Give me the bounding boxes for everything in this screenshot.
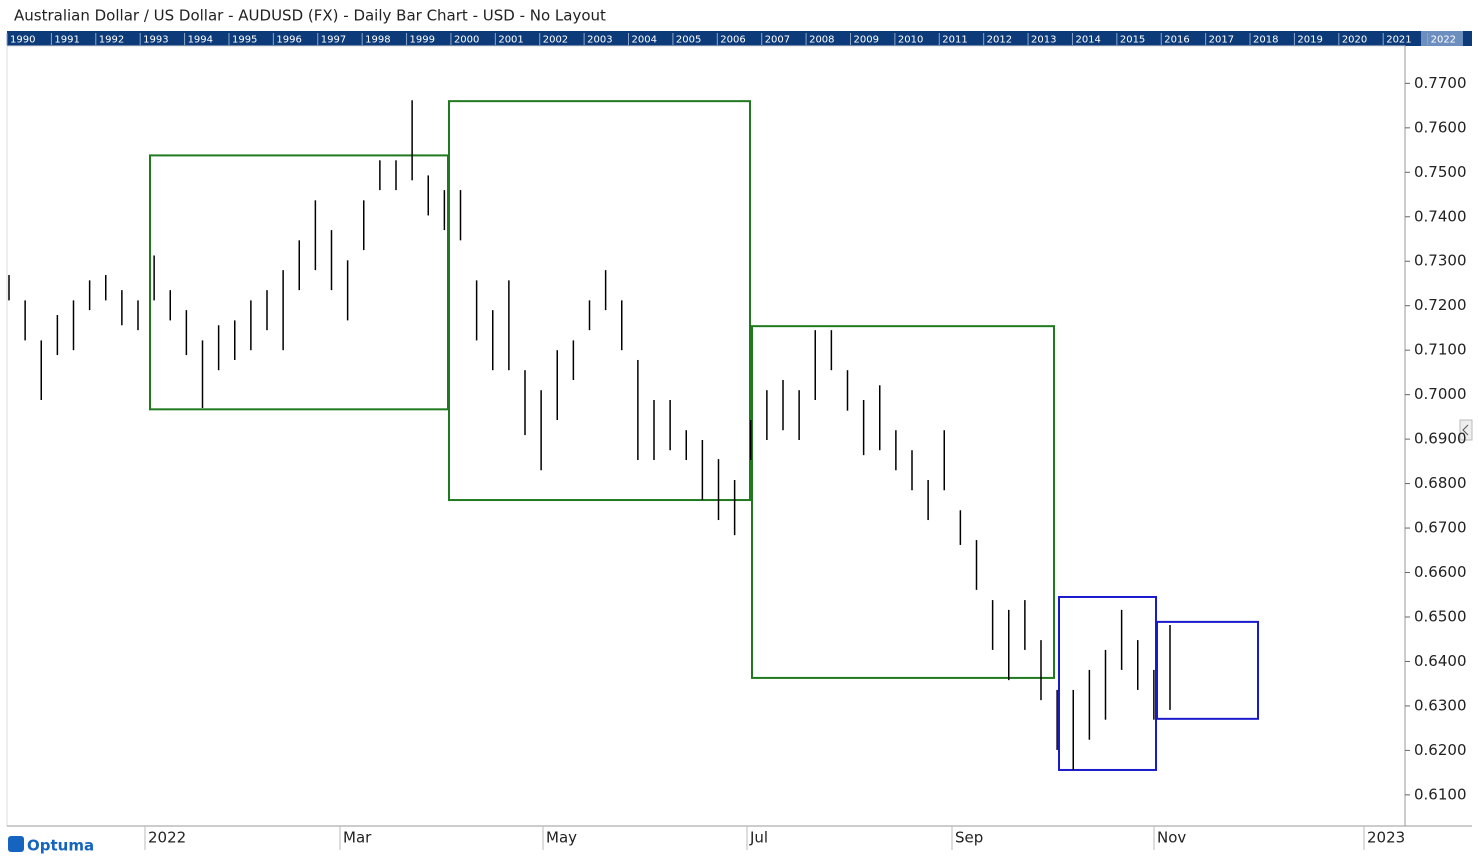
timeline-year: 1997 <box>321 35 346 46</box>
timeline-year: 2004 <box>632 35 657 46</box>
timeline-year: 2006 <box>720 35 745 46</box>
y-tick-label: 0.7700 <box>1414 74 1467 92</box>
y-tick-label: 0.7000 <box>1414 385 1467 403</box>
range-box <box>751 325 1055 679</box>
logo: Optuma <box>27 837 94 855</box>
timeline-year: 1998 <box>365 35 390 46</box>
timeline-year: 2011 <box>942 35 967 46</box>
timeline-year: 1994 <box>188 35 213 46</box>
range-box <box>1156 620 1259 720</box>
timeline-year: 2018 <box>1253 35 1278 46</box>
timeline-year: 1992 <box>99 35 124 46</box>
timeline-year: 1991 <box>54 35 79 46</box>
timeline-year: 2007 <box>765 35 790 46</box>
y-tick-label: 0.6500 <box>1414 607 1467 625</box>
x-tick-label: Nov <box>1157 829 1186 847</box>
x-tick-label: May <box>546 829 577 847</box>
y-tick-label: 0.7400 <box>1414 207 1467 225</box>
timeline-year: 2003 <box>587 35 612 46</box>
y-tick-label: 0.6900 <box>1414 430 1467 448</box>
y-tick-label: 0.7300 <box>1414 252 1467 270</box>
range-box <box>448 100 751 502</box>
timeline-year: 2002 <box>543 35 568 46</box>
y-tick-label: 0.6700 <box>1414 519 1467 537</box>
logo-icon <box>8 836 24 852</box>
y-tick-label: 0.6100 <box>1414 785 1467 803</box>
y-tick-label: 0.6800 <box>1414 474 1467 492</box>
timeline-year: 2015 <box>1120 35 1145 46</box>
timeline-year: 1999 <box>410 35 435 46</box>
timeline-year: 2010 <box>898 35 923 46</box>
y-tick-label: 0.6400 <box>1414 652 1467 670</box>
timeline-year: 2020 <box>1342 35 1367 46</box>
scroll-button[interactable] <box>1459 419 1473 441</box>
x-tick-label: 2023 <box>1367 829 1405 847</box>
timeline-year: 2000 <box>454 35 479 46</box>
x-tick-label: Mar <box>343 829 372 847</box>
y-tick-label: 0.7100 <box>1414 341 1467 359</box>
timeline-year: 2022 <box>1431 35 1456 46</box>
timeline-year: 2016 <box>1164 35 1189 46</box>
timeline-year: 2019 <box>1297 35 1322 46</box>
y-tick-label: 0.7600 <box>1414 118 1467 136</box>
timeline-window[interactable] <box>1421 31 1463 46</box>
timeline-year: 2017 <box>1209 35 1234 46</box>
timeline-year: 2021 <box>1386 35 1411 46</box>
timeline-strip[interactable] <box>7 31 1472 46</box>
x-tick-label: Jul <box>749 829 768 847</box>
timeline-year: 2013 <box>1031 35 1056 46</box>
y-tick-label: 0.6200 <box>1414 741 1467 759</box>
timeline-year: 1996 <box>276 35 301 46</box>
y-tick-label: 0.6300 <box>1414 696 1467 714</box>
timeline-year: 2012 <box>987 35 1012 46</box>
timeline-year: 2009 <box>853 35 878 46</box>
timeline-year: 2014 <box>1075 35 1100 46</box>
chart-title: Australian Dollar / US Dollar - AUDUSD (… <box>14 7 606 25</box>
scroll-chevron <box>1462 424 1469 436</box>
timeline-year: 2005 <box>676 35 701 46</box>
timeline-year: 1995 <box>232 35 257 46</box>
timeline-year: 1993 <box>143 35 168 46</box>
x-tick-label: Sep <box>955 829 983 847</box>
timeline-year: 2001 <box>498 35 523 46</box>
y-tick-label: 0.7200 <box>1414 296 1467 314</box>
timeline-year: 1990 <box>10 35 35 46</box>
x-tick-label: 2022 <box>148 829 186 847</box>
y-tick-label: 0.7500 <box>1414 163 1467 181</box>
plot-frame <box>6 45 1406 827</box>
timeline-year: 2008 <box>809 35 834 46</box>
y-tick-label: 0.6600 <box>1414 563 1467 581</box>
